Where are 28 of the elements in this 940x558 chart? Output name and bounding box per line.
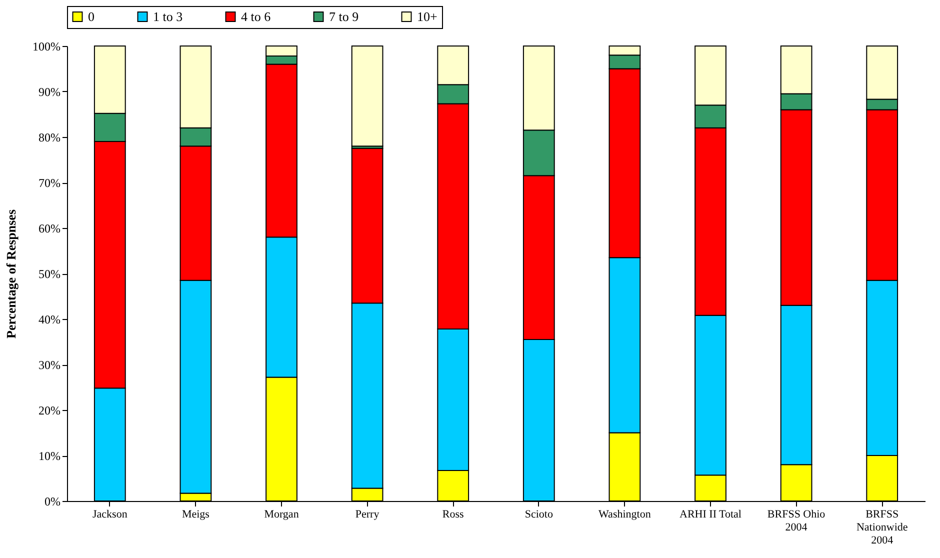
- y-tick-label: 80%: [38, 130, 60, 144]
- x-tick-label: Jackson: [92, 508, 128, 520]
- y-axis-title: Percentage of Respnses: [4, 209, 19, 339]
- legend-label: 4 to 6: [241, 8, 272, 24]
- x-tick-label: ARHI II Total: [680, 508, 742, 520]
- legend-label: 1 to 3: [153, 8, 183, 24]
- bar: [351, 46, 384, 147]
- y-tick-label: 10%: [38, 449, 60, 463]
- legend-label: 10+: [417, 8, 438, 24]
- x-tick-label: BRFSS Ohio 2004: [767, 508, 826, 534]
- x-tick-label: BRFSS Nationwide 2004: [856, 508, 908, 546]
- y-tick-label: 90%: [38, 85, 60, 99]
- y-tick-label: 60%: [38, 222, 60, 236]
- legend-label: 0: [88, 8, 94, 24]
- x-tick-label: Washington: [598, 508, 652, 520]
- y-tick-label: 0%: [44, 494, 60, 508]
- x-tick-label: Ross: [442, 508, 464, 520]
- y-tick-label: 40%: [38, 312, 60, 326]
- legend-label: 7 to 9: [329, 8, 359, 24]
- x-tick-label: Perry: [355, 508, 380, 520]
- y-tick-label: 50%: [38, 267, 60, 281]
- y-tick-label: 20%: [38, 404, 60, 418]
- y-tick-label: 100%: [32, 40, 60, 54]
- y-tick-label: 70%: [38, 176, 60, 190]
- x-tick-label: Morgan: [264, 508, 300, 520]
- y-tick-label: 30%: [38, 358, 60, 372]
- x-tick-label: Scioto: [524, 508, 554, 520]
- x-tick-label: Meigs: [182, 508, 210, 520]
